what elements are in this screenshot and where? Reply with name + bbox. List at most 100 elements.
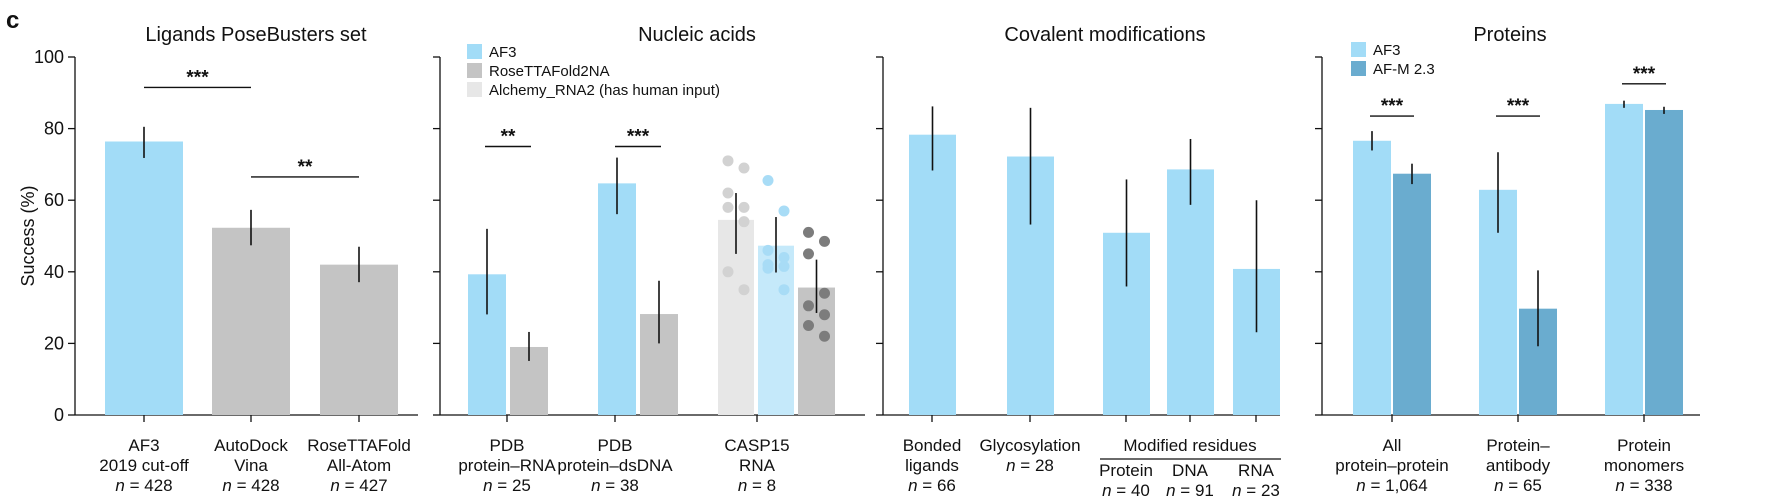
legend-label: AF-M 2.3 — [1373, 61, 1435, 78]
legend-label: Alchemy_RNA2 (has human input) — [489, 82, 720, 99]
x-category-n: n = 428 — [115, 476, 172, 495]
x-category-n: n = 1,064 — [1356, 476, 1427, 495]
bar — [1353, 140, 1391, 415]
panel-title: Proteins — [1473, 24, 1546, 46]
data-point — [778, 205, 790, 217]
significance-stars: *** — [1507, 96, 1530, 117]
x-category-label: 2019 cut-off — [99, 456, 189, 475]
x-category-label: Bonded — [903, 436, 962, 455]
bar — [1645, 109, 1683, 415]
y-axis-label: Success (%) — [18, 185, 38, 286]
data-point — [738, 216, 750, 228]
significance-stars: *** — [186, 67, 209, 88]
x-category-label: protein–dsDNA — [557, 456, 673, 475]
significance-stars: *** — [1381, 96, 1404, 117]
y-tick-label: 60 — [44, 190, 64, 210]
bar — [105, 141, 183, 415]
legend-swatch — [1351, 42, 1366, 57]
bar — [1393, 173, 1431, 415]
x-category-n: n = 28 — [1006, 456, 1054, 475]
panel-letter: c — [6, 7, 19, 34]
x-category-n: n = 65 — [1494, 476, 1542, 495]
x-category-label: Vina — [234, 456, 268, 475]
legend-swatch — [467, 82, 482, 97]
bar — [1605, 103, 1643, 415]
x-category-label: Protein — [1617, 436, 1671, 455]
x-category-n: n = 338 — [1615, 476, 1672, 495]
data-point — [819, 235, 830, 247]
x-category-label: ligands — [905, 456, 959, 475]
panel-title: Ligands PoseBusters set — [145, 24, 367, 46]
legend-label: AF3 — [1373, 42, 1401, 59]
data-point — [803, 248, 814, 260]
significance-stars: *** — [1633, 64, 1656, 85]
x-category-label: Protein– — [1486, 436, 1550, 455]
x-category-label: All — [1383, 436, 1402, 455]
x-category-label: AutoDock — [214, 436, 288, 455]
significance-stars: *** — [627, 127, 650, 148]
x-category-label: monomers — [1604, 456, 1684, 475]
data-point — [738, 284, 750, 296]
x-category-label: DNA — [1172, 461, 1209, 480]
x-category-n: n = 38 — [591, 476, 639, 495]
data-point — [819, 309, 830, 321]
x-category-n: n = 25 — [483, 476, 531, 495]
x-category-label: PDB — [598, 436, 633, 455]
y-tick-label: 100 — [34, 47, 64, 67]
x-category-n: n = 427 — [330, 476, 387, 495]
data-point — [762, 244, 774, 256]
legend-label: AF3 — [489, 44, 517, 61]
y-tick-label: 80 — [44, 119, 64, 139]
panel-title: Covalent modifications — [1004, 24, 1205, 46]
x-category-label: PDB — [490, 436, 525, 455]
bar — [598, 183, 636, 415]
legend-swatch — [1351, 61, 1366, 76]
data-point — [762, 262, 774, 274]
data-point — [722, 266, 734, 278]
data-point — [738, 162, 750, 174]
bar — [320, 264, 398, 415]
x-category-label: antibody — [1486, 456, 1551, 475]
x-category-label: RoseTTAFold — [307, 436, 411, 455]
y-tick-label: 20 — [44, 333, 64, 353]
x-category-label: protein–protein — [1335, 456, 1448, 475]
panel-title: Nucleic acids — [638, 24, 756, 46]
data-point — [722, 201, 734, 213]
x-category-label: RNA — [1238, 461, 1275, 480]
x-category-n: n = 66 — [908, 476, 956, 495]
data-point — [738, 201, 750, 213]
x-category-n: n = 8 — [738, 476, 776, 495]
x-category-n: n = 428 — [222, 476, 279, 495]
data-point — [722, 187, 734, 199]
data-point — [819, 330, 830, 342]
data-point — [803, 320, 814, 331]
data-point — [778, 284, 790, 296]
x-category-label: AF3 — [128, 436, 159, 455]
x-category-label: CASP15 — [724, 436, 789, 455]
data-point — [803, 300, 814, 312]
group-label: Modified residues — [1123, 436, 1256, 455]
legend-swatch — [467, 44, 482, 59]
data-point — [722, 155, 734, 167]
x-category-n: n = 91 — [1166, 481, 1214, 500]
legend-swatch — [467, 63, 482, 78]
bar — [1167, 169, 1214, 415]
legend-label: RoseTTAFold2NA — [489, 63, 610, 80]
significance-stars: ** — [298, 157, 313, 178]
y-tick-label: 40 — [44, 262, 64, 282]
data-point — [778, 260, 790, 272]
x-category-n: n = 23 — [1232, 481, 1280, 500]
x-category-label: RNA — [739, 456, 776, 475]
bar — [758, 245, 794, 415]
x-category-label: All-Atom — [327, 456, 391, 475]
bar — [212, 227, 290, 415]
data-point — [803, 226, 814, 238]
x-category-label: Glycosylation — [979, 436, 1080, 455]
x-category-n: n = 40 — [1102, 481, 1150, 500]
y-tick-label: 0 — [54, 405, 64, 425]
data-point — [762, 175, 774, 187]
